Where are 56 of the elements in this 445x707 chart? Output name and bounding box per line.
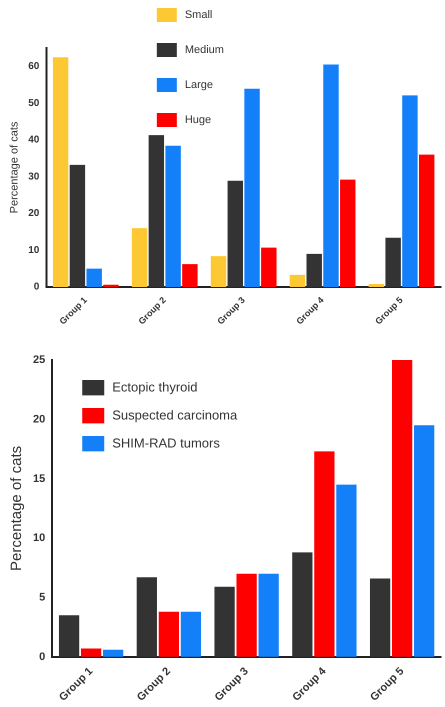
y-axis-title: Percentage of cats — [8, 121, 21, 214]
bar — [392, 360, 412, 657]
bar — [158, 612, 179, 657]
bar — [214, 586, 235, 657]
bar — [210, 256, 226, 287]
bar — [292, 552, 312, 657]
bar — [244, 88, 260, 287]
bar — [52, 57, 68, 287]
bar — [340, 180, 356, 287]
bar — [132, 228, 148, 287]
bar — [180, 612, 202, 657]
legend-label: Suspected carcinoma — [112, 407, 238, 422]
y-tick-label: 10 — [32, 532, 46, 544]
bar — [402, 95, 418, 287]
bar — [314, 451, 335, 657]
legend-label: Ectopic thyroid — [112, 379, 198, 394]
bar — [228, 180, 243, 287]
bar — [290, 274, 306, 287]
y-tick-label: 0 — [34, 282, 40, 293]
bar — [86, 268, 102, 287]
legend-label: Huge — [184, 114, 212, 126]
bar — [370, 578, 390, 657]
y-axis-title: Percentage of cats — [8, 446, 26, 571]
bar — [236, 574, 257, 657]
legend-label: Small — [184, 9, 212, 22]
bar — [165, 146, 181, 287]
bar — [418, 154, 434, 287]
y-tick-label: 15 — [32, 472, 46, 485]
bar — [323, 64, 339, 287]
y-tick-label: 20 — [32, 413, 46, 426]
y-tick-label: 50 — [28, 98, 40, 109]
y-tick-label: 20 — [28, 208, 40, 220]
bar — [103, 650, 124, 657]
bar — [306, 254, 322, 287]
y-tick-label: 30 — [28, 171, 40, 182]
bar — [261, 248, 277, 287]
y-tick-label: 40 — [28, 134, 40, 146]
bar — [258, 574, 279, 657]
y-tick-label: 0 — [39, 650, 46, 663]
y-tick-label: 5 — [39, 592, 46, 604]
y-tick-label: 25 — [32, 354, 46, 366]
bar — [58, 615, 80, 657]
y-tick-label: 60 — [28, 61, 40, 72]
legend-label: Medium — [184, 44, 224, 56]
bar — [182, 264, 198, 287]
legend-label: Large — [184, 79, 213, 92]
bar — [414, 425, 434, 657]
y-tick-label: 10 — [28, 244, 40, 256]
bar — [385, 238, 401, 287]
bar — [70, 164, 86, 287]
bar — [368, 284, 384, 287]
bar — [136, 577, 157, 657]
bar — [80, 648, 102, 657]
bar — [336, 484, 357, 657]
bar — [148, 135, 164, 287]
legend-label: SHIM-RAD tumors — [112, 435, 220, 450]
